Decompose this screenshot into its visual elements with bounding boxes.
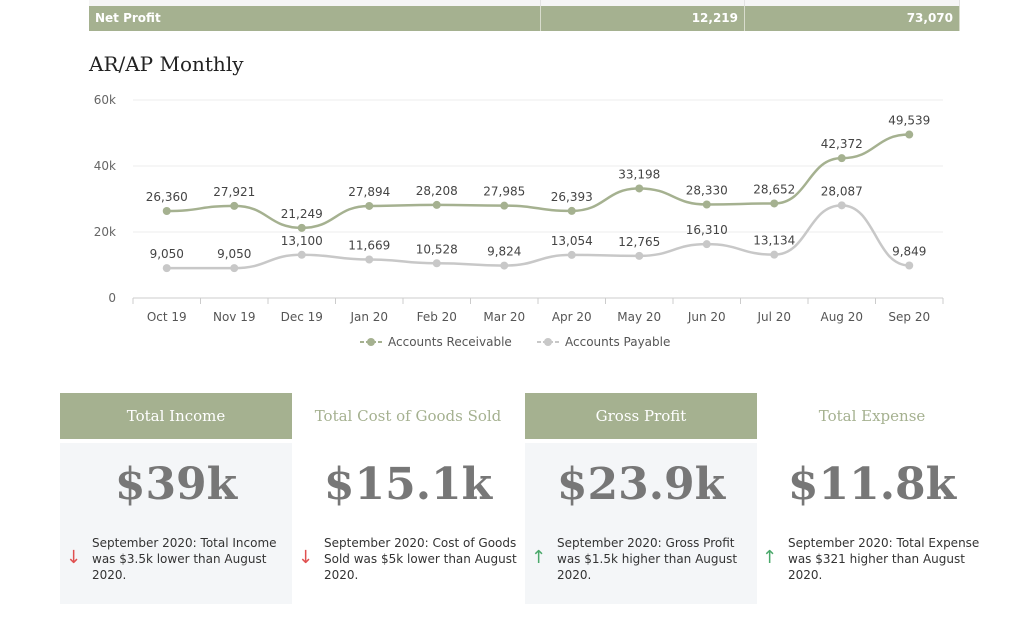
data-point[interactable] bbox=[230, 201, 239, 210]
data-label: 27,894 bbox=[348, 185, 390, 199]
x-tick-label: Feb 20 bbox=[417, 310, 457, 324]
kpi-card: Total Expense $11.8k ↑ September 2020: T… bbox=[756, 393, 988, 604]
data-label: 42,372 bbox=[821, 137, 863, 151]
data-label: 13,134 bbox=[753, 234, 795, 248]
data-point[interactable] bbox=[837, 201, 846, 210]
ar-ap-chart: 0 20k 40k 60k Oct 19 Nov 19 Dec 19 Jan 20 Feb 20… bbox=[94, 93, 944, 349]
data-point[interactable] bbox=[702, 200, 711, 209]
x-tick-label: Aug 20 bbox=[820, 310, 863, 324]
chart-title: AR/AP Monthly bbox=[89, 52, 244, 76]
net-profit-total: 73,070 bbox=[745, 6, 960, 31]
legend-item[interactable]: Accounts Payable bbox=[565, 335, 670, 349]
y-tick-label: 20k bbox=[94, 225, 116, 239]
x-tick-label: Jan 20 bbox=[349, 310, 388, 324]
x-tick-label: Jul 20 bbox=[756, 310, 791, 324]
data-point[interactable] bbox=[635, 184, 644, 193]
data-label: 26,393 bbox=[551, 190, 593, 204]
data-label: 9,849 bbox=[892, 244, 926, 258]
data-point[interactable] bbox=[432, 259, 441, 268]
arrow-up-icon: ↑ bbox=[531, 547, 547, 568]
data-point[interactable] bbox=[500, 261, 509, 270]
data-point[interactable] bbox=[567, 250, 576, 259]
data-point[interactable] bbox=[500, 201, 509, 210]
kpi-title: Total Expense bbox=[818, 407, 926, 425]
data-label: 10,528 bbox=[416, 242, 458, 256]
x-tick-label: Oct 19 bbox=[147, 310, 187, 324]
x-tick-label: Apr 20 bbox=[552, 310, 592, 324]
data-label: 27,985 bbox=[483, 185, 525, 199]
net-profit-month: 12,219 bbox=[541, 6, 745, 31]
y-tick-label: 40k bbox=[94, 159, 116, 173]
kpi-title: Total Cost of Goods Sold bbox=[314, 407, 502, 425]
kpi-card: Total Cost of Goods Sold $15.1k ↓ Septem… bbox=[292, 393, 524, 604]
data-point[interactable] bbox=[297, 223, 306, 232]
data-label: 9,050 bbox=[150, 247, 184, 261]
arrow-up-icon: ↑ bbox=[762, 547, 778, 568]
data-point[interactable] bbox=[837, 154, 846, 163]
kpi-value: $23.9k bbox=[556, 459, 726, 510]
x-tick-label: May 20 bbox=[617, 310, 661, 324]
x-tick-label: Jun 20 bbox=[687, 310, 726, 324]
data-point[interactable] bbox=[905, 130, 914, 139]
data-point[interactable] bbox=[635, 251, 644, 260]
kpi-title: Total Income bbox=[60, 393, 292, 439]
kpi-card: Total Income $39k ↓ September 2020: Tota… bbox=[60, 393, 292, 604]
data-label: 16,310 bbox=[686, 223, 728, 237]
x-tick-label: Sep 20 bbox=[888, 310, 930, 324]
data-label: 28,330 bbox=[686, 184, 728, 198]
data-label: 21,249 bbox=[281, 207, 323, 221]
data-point[interactable] bbox=[770, 250, 779, 259]
x-tick-label: Dec 19 bbox=[281, 310, 323, 324]
kpi-note: September 2020: Gross Profit was $1.5k h… bbox=[557, 536, 738, 582]
kpi-value: $39k bbox=[114, 459, 238, 510]
arrow-down-icon: ↓ bbox=[298, 547, 314, 568]
data-label: 13,100 bbox=[281, 234, 323, 248]
x-tick-label: Mar 20 bbox=[483, 310, 525, 324]
series-line bbox=[166, 133, 910, 230]
data-label: 49,539 bbox=[888, 114, 930, 128]
kpi-value: $11.8k bbox=[787, 459, 957, 510]
arrow-down-icon: ↓ bbox=[66, 547, 82, 568]
data-label: 9,050 bbox=[217, 247, 251, 261]
data-label: 12,765 bbox=[618, 235, 660, 249]
data-point[interactable] bbox=[230, 264, 239, 273]
data-point[interactable] bbox=[770, 199, 779, 208]
legend-marker bbox=[367, 338, 375, 346]
kpi-value: $15.1k bbox=[323, 459, 493, 510]
kpi-note: September 2020: Total Income was $3.5k l… bbox=[92, 536, 277, 582]
series-line bbox=[166, 204, 910, 270]
net-profit-row: Net Profit 12,219 73,070 bbox=[89, 6, 960, 31]
data-point[interactable] bbox=[162, 207, 171, 216]
data-point[interactable] bbox=[905, 261, 914, 270]
kpi-card: Gross Profit $23.9k ↑ September 2020: Gr… bbox=[525, 393, 757, 604]
data-label: 11,669 bbox=[348, 238, 390, 252]
kpi-note: September 2020: Total Expense was $321 h… bbox=[788, 536, 980, 582]
kpi-title: Gross Profit bbox=[525, 393, 757, 439]
data-point[interactable] bbox=[365, 255, 374, 264]
data-point[interactable] bbox=[567, 206, 576, 215]
data-point[interactable] bbox=[297, 250, 306, 259]
legend-item[interactable]: Accounts Receivable bbox=[388, 335, 512, 349]
kpi-note: September 2020: Cost of Goods Sold was $… bbox=[324, 536, 517, 582]
data-point[interactable] bbox=[432, 200, 441, 209]
data-point[interactable] bbox=[162, 264, 171, 273]
data-label: 28,208 bbox=[416, 184, 458, 198]
data-label: 27,921 bbox=[213, 185, 255, 199]
x-tick-label: Nov 19 bbox=[213, 310, 256, 324]
data-label: 28,652 bbox=[753, 182, 795, 196]
legend-marker bbox=[544, 338, 552, 346]
data-label: 13,054 bbox=[551, 234, 593, 248]
data-point[interactable] bbox=[365, 201, 374, 210]
data-label: 33,198 bbox=[618, 167, 660, 181]
data-label: 9,824 bbox=[487, 245, 521, 259]
y-tick-label: 60k bbox=[94, 93, 116, 107]
data-point[interactable] bbox=[702, 240, 711, 249]
y-tick-label: 0 bbox=[108, 291, 116, 305]
net-profit-label: Net Profit bbox=[89, 6, 541, 31]
table-row-previous bbox=[89, 0, 960, 6]
data-label: 28,087 bbox=[821, 184, 863, 198]
data-label: 26,360 bbox=[146, 190, 188, 204]
